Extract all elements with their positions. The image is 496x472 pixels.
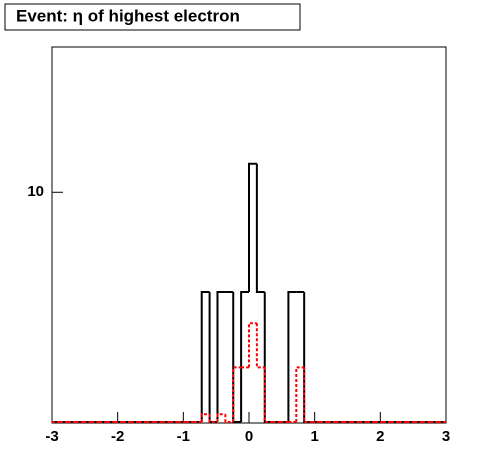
chart-title: Event: η of highest electron [16, 6, 240, 25]
x-tick-label: -2 [111, 428, 124, 445]
histogram-bin [303, 367, 313, 423]
histogram-bin [200, 413, 210, 422]
histogram-bin [248, 322, 257, 368]
histogram-bin [255, 323, 265, 369]
histogram-bin [303, 291, 313, 423]
x-tick-label: 1 [310, 428, 318, 445]
histogram-bin [287, 290, 297, 422]
x-tick-label: 3 [442, 428, 450, 445]
x-tick-label: -3 [45, 428, 58, 445]
histogram-bin [216, 413, 226, 422]
histogram-bin [232, 291, 242, 423]
histogram-bin [248, 162, 257, 292]
x-tick-label: -1 [177, 428, 190, 445]
histogram-bin [263, 367, 273, 423]
histogram-bin [240, 290, 249, 422]
histogram-bin [255, 163, 265, 293]
title-box [4, 3, 301, 31]
x-tick-label: 2 [376, 428, 384, 445]
x-tick-label: 0 [245, 428, 253, 445]
histogram-bin [200, 290, 210, 422]
histogram-bin [295, 366, 305, 422]
y-tick-label: 10 [27, 183, 44, 200]
histogram-bin [208, 414, 218, 423]
histogram-bin [224, 414, 234, 423]
histogram-bin [216, 290, 226, 422]
histogram-bin [263, 291, 273, 423]
histogram-bin [208, 291, 218, 423]
histogram-bin [232, 366, 242, 422]
